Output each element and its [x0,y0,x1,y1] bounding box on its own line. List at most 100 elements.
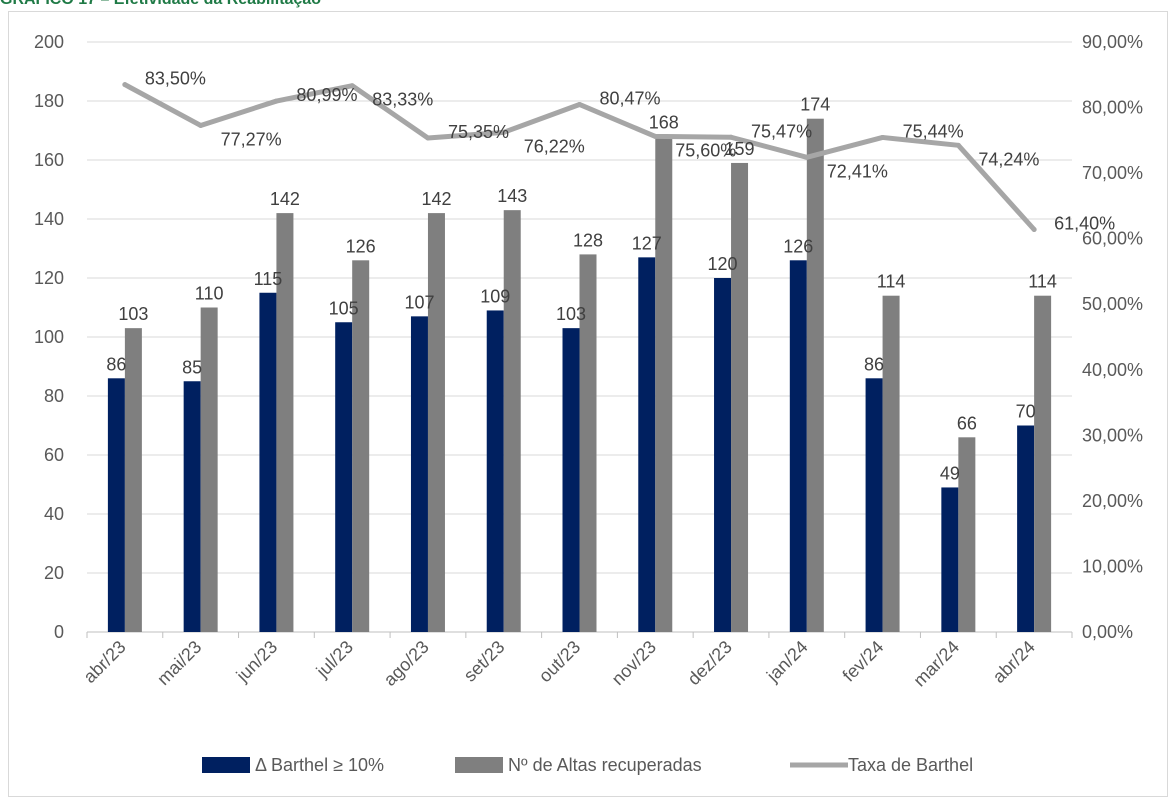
x-tick-label: nov/23 [608,637,660,689]
y-left-tick-label: 140 [34,209,64,229]
data-label-altas: 103 [118,304,148,324]
bar-altas [352,260,370,632]
bar-altas [276,213,294,632]
data-label-taxa: 75,35% [448,122,509,142]
bar-barthel [183,381,201,632]
y-right-tick-label: 80,00% [1082,98,1143,118]
data-label-barthel: 85 [182,357,202,377]
bar-barthel [941,487,959,632]
y-left-tick-label: 120 [34,268,64,288]
data-label-barthel: 115 [254,269,283,289]
bar-barthel [865,378,883,632]
legend-swatch-barthel [202,757,250,773]
data-label-taxa: 74,24% [978,149,1039,169]
x-tick-label: out/23 [535,637,585,687]
bar-altas [806,118,824,632]
y-left-tick-label: 180 [34,91,64,111]
data-label-altas: 128 [573,230,603,250]
line-point-taxa [425,135,431,141]
line-point-taxa [501,129,507,135]
data-label-taxa: 83,33% [372,90,433,110]
x-tick-label: jan/24 [762,637,812,687]
bar-barthel [1017,425,1035,632]
bar-altas [124,328,142,632]
bar-barthel [107,378,125,632]
x-tick-label: jul/23 [312,637,357,682]
data-label-altas: 142 [270,189,300,209]
data-label-taxa: 75,47% [751,121,812,141]
bar-altas [579,254,597,632]
bar-altas [200,307,218,632]
x-tick-label: mar/24 [909,637,963,691]
data-label-taxa: 80,99% [296,85,357,105]
chart-frame [8,11,1168,797]
y-right-tick-label: 50,00% [1082,294,1143,314]
y-right-tick-label: 40,00% [1082,360,1143,380]
bar-barthel [638,257,656,632]
chart-title: GRÁFICO 17 – Efetividade da Reabilitação [0,0,321,11]
x-tick-label: abr/24 [989,637,1039,687]
y-right-tick-label: 60,00% [1082,229,1143,249]
data-label-altas: 126 [346,236,376,256]
bar-barthel [335,322,353,632]
bar-barthel [562,328,580,632]
line-point-taxa [122,82,128,88]
data-label-barthel: 127 [632,233,662,253]
y-left-tick-label: 20 [44,563,64,583]
line-point-taxa [577,101,582,107]
line-point-taxa [955,142,961,148]
data-label-barthel: 120 [708,254,738,274]
x-tick-label: mai/23 [153,637,205,689]
data-label-barthel: 109 [480,286,510,306]
bar-altas [958,437,976,632]
y-left-tick-label: 200 [34,32,64,52]
x-tick-label: dez/23 [684,637,736,689]
y-left-tick-label: 0 [54,622,64,642]
legend-label-barthel: Δ Barthel ≥ 10% [255,755,384,775]
legend-label-altas: Nº de Altas recuperadas [508,755,702,775]
y-left-tick-label: 160 [34,150,64,170]
data-label-barthel: 105 [329,298,359,318]
data-label-altas: 143 [497,186,527,206]
legend-label-taxa: Taxa de Barthel [848,755,973,775]
data-label-altas: 66 [957,413,977,433]
data-label-taxa: 77,27% [221,129,282,149]
x-tick-label: jun/23 [232,637,282,687]
line-point-taxa [198,122,204,128]
data-label-barthel: 86 [864,354,884,374]
data-label-barthel: 107 [404,292,434,312]
y-right-tick-label: 30,00% [1082,425,1143,445]
data-label-barthel: 86 [106,354,126,374]
line-point-taxa [349,83,355,89]
bar-barthel [259,292,277,632]
bar-altas [503,210,521,632]
data-label-taxa: 61,40% [1054,213,1115,233]
bar-altas [1034,295,1052,632]
y-left-tick-label: 60 [44,445,64,465]
y-right-tick-label: 70,00% [1082,163,1143,183]
bar-barthel [714,278,732,632]
data-label-altas: 114 [877,272,906,292]
data-label-taxa: 75,60% [675,140,736,160]
legend-swatch-altas [455,757,503,773]
x-tick-label: set/23 [460,637,509,686]
line-point-taxa [273,98,279,104]
data-label-taxa: 80,47% [600,88,661,108]
bar-altas [655,136,673,632]
bar-altas [427,213,445,632]
line-point-taxa [728,134,734,140]
bar-altas [731,162,749,632]
y-right-tick-label: 20,00% [1082,491,1143,511]
x-tick-label: fev/24 [839,637,888,686]
bar-barthel [486,310,504,632]
line-point-taxa [880,134,886,140]
data-label-barthel: 49 [940,463,960,483]
data-label-barthel: 126 [783,236,813,256]
y-left-tick-label: 40 [44,504,64,524]
line-point-taxa [1031,226,1037,232]
line-point-taxa [804,154,810,160]
bar-altas [882,295,900,632]
x-tick-label: abr/23 [79,637,129,687]
line-point-taxa [652,133,658,139]
